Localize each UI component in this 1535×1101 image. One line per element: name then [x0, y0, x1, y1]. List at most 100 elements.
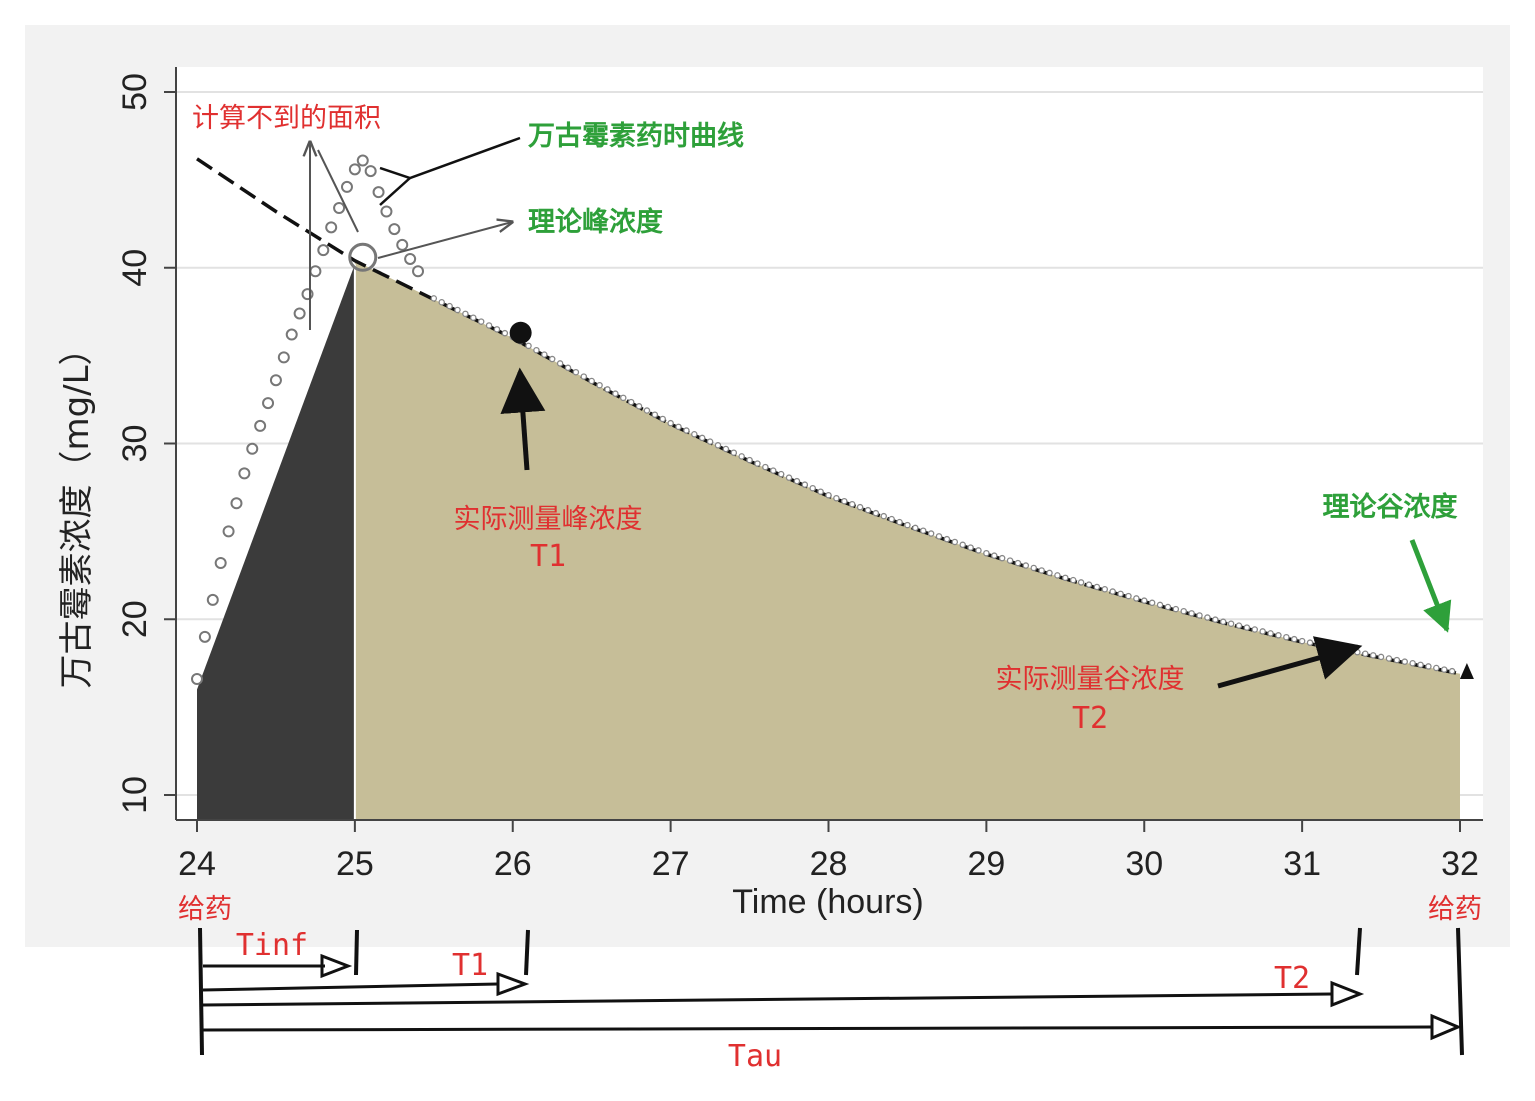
curve-point: [1054, 572, 1061, 579]
curve-point: [1377, 653, 1385, 661]
theoretical-peak-arrow: [377, 222, 512, 259]
curve-point: [1354, 648, 1361, 656]
curve-point: [548, 355, 556, 363]
curve-point: [635, 403, 643, 410]
curve-point: [959, 541, 966, 549]
curve-point: [596, 381, 603, 389]
elimination-area: [354, 260, 1460, 821]
curve-point: [706, 438, 714, 445]
unreachable-area-pointer: [317, 149, 359, 233]
timeline-t1-label: T1: [452, 948, 488, 983]
curve-point: [730, 449, 738, 456]
curve-point: [675, 423, 682, 431]
t2-label: T2: [1072, 701, 1108, 736]
timeline-tau-head: [1430, 1013, 1462, 1041]
x-tick-label-24: 24: [178, 845, 216, 883]
curve-point: [1417, 661, 1424, 669]
curve-point: [604, 386, 611, 393]
tick-labels: 24 25 26 27 28 29 30 31 32 10 20 30 40 50: [116, 73, 1479, 883]
curve-point: [896, 518, 903, 526]
curve-point: [325, 221, 338, 234]
curve-point: [380, 205, 393, 218]
curve-point: [333, 201, 346, 214]
curve-point: [438, 299, 445, 306]
dose-start-label: 给药: [178, 894, 232, 925]
curve-point: [277, 351, 290, 364]
curve-point: [564, 364, 572, 372]
curve-point: [301, 288, 314, 301]
curve-point: [1235, 622, 1243, 629]
theoretical-trough-marker: [1459, 662, 1474, 679]
curve-point: [975, 547, 982, 554]
curve-point: [1314, 641, 1322, 648]
curve-point: [1425, 663, 1432, 670]
curve-point: [1401, 658, 1408, 665]
curve-point: [1283, 633, 1290, 641]
x-tick-label-28: 28: [810, 845, 848, 883]
curve-point: [1448, 667, 1456, 675]
curve-point: [983, 549, 990, 557]
curve-point: [683, 427, 690, 434]
x-tick-label-29: 29: [967, 845, 1005, 883]
curve-point: [754, 460, 761, 467]
theoretical-peak-label: 理论峰浓度: [528, 206, 663, 238]
curve-point: [817, 488, 824, 495]
curve-point: [691, 430, 698, 438]
curve-point: [1227, 620, 1235, 627]
curve-point: [396, 238, 409, 251]
curve-point: [659, 415, 666, 423]
curve-point: [246, 442, 259, 455]
curve-point: [1014, 559, 1022, 567]
timeline-start-tick: [198, 927, 204, 1056]
y-axis-label: 万古霉素浓度（mg/L）: [57, 331, 97, 688]
curve-point: [627, 398, 635, 406]
curve-point: [404, 252, 417, 265]
curve-name-label: 万古霉素药时曲线: [528, 121, 744, 152]
y-tick-label-40: 40: [116, 249, 154, 287]
curve-point: [738, 453, 745, 460]
annotation-arrows: [310, 136, 1452, 689]
curve-point: [1006, 557, 1014, 564]
curve-point: [643, 407, 651, 414]
timeline-tau-arrow: [202, 1025, 1433, 1032]
curve-point: [493, 326, 501, 333]
curve-point: [317, 244, 330, 257]
x-tick-label-31: 31: [1283, 845, 1321, 883]
curve-point: [262, 397, 275, 410]
theoretical-trough-label: 理论谷浓度: [1323, 491, 1458, 523]
curve-point: [372, 186, 385, 199]
curve-point: [485, 322, 493, 329]
curve-point: [1069, 576, 1077, 584]
curve-point: [1369, 652, 1377, 659]
measured-trough-arrow: [1217, 636, 1363, 689]
measured-peak-arrow: [500, 367, 546, 471]
curve-point: [1188, 610, 1195, 617]
curve-point: [356, 154, 369, 167]
curve-point: [1212, 616, 1219, 623]
curve-point: [1093, 583, 1101, 591]
curve-point: [1298, 637, 1306, 645]
curve-point: [470, 314, 477, 321]
curve-point: [848, 500, 856, 508]
curve-point: [1172, 605, 1180, 613]
curve-point: [1046, 569, 1053, 577]
dose-end-label: 给药: [1428, 894, 1482, 925]
measured-trough-label: 实际测量谷浓度: [996, 664, 1185, 695]
measured-peak-label: 实际测量峰浓度: [454, 504, 643, 535]
curve-point: [1290, 635, 1298, 643]
curve-point: [951, 538, 959, 546]
curve-point: [588, 377, 595, 385]
curve-point: [1148, 599, 1156, 607]
measured-peak-marker: [509, 321, 532, 344]
curve-point: [904, 521, 911, 529]
curve-point: [348, 163, 361, 176]
curve-point: [533, 346, 540, 354]
curve-point: [293, 307, 306, 320]
curve-point: [864, 506, 872, 514]
curve-point: [919, 527, 927, 534]
curve-point: [462, 310, 469, 318]
curve-point: [714, 442, 722, 449]
timeline-t2-head: [1330, 980, 1365, 1008]
x-tick-label-32: 32: [1441, 845, 1479, 883]
